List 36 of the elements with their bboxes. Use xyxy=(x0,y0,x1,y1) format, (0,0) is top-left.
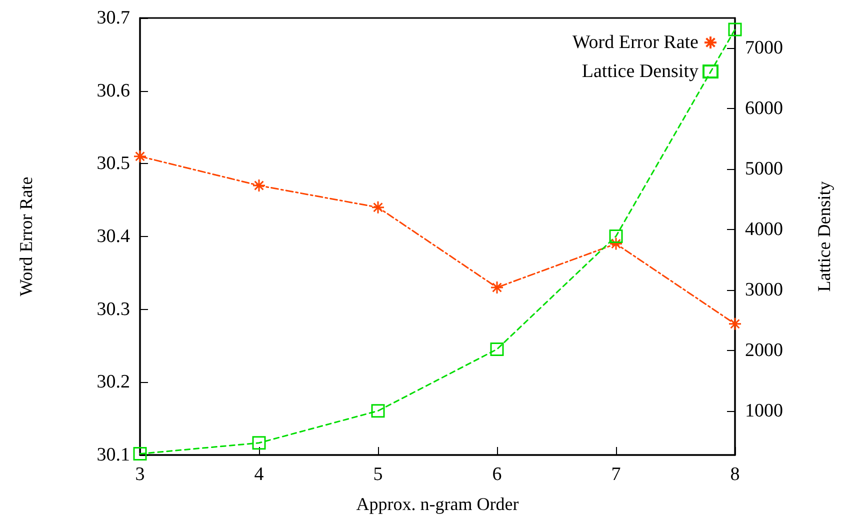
y-tick-label: 30.5 xyxy=(96,153,130,174)
y2-tick-label: 6000 xyxy=(745,98,783,120)
y-tick-label: 30.1 xyxy=(96,444,130,466)
y2-tick-label: 7000 xyxy=(745,38,783,59)
y2-tick-label: 1000 xyxy=(745,400,783,422)
point xyxy=(371,200,385,214)
x-tick-label: 8 xyxy=(730,464,740,485)
x-tick-label: 6 xyxy=(492,464,502,485)
point xyxy=(371,404,385,418)
y-tick-label: 30.6 xyxy=(96,80,130,102)
y2-tick-label: 3000 xyxy=(745,279,783,300)
y2-axis-title: Lattice Density xyxy=(814,181,834,292)
point xyxy=(609,237,623,251)
point xyxy=(490,342,504,356)
point xyxy=(252,178,266,192)
y2-tick-label: 5000 xyxy=(745,158,783,180)
y-tick-label: 30.2 xyxy=(96,372,130,393)
point xyxy=(609,229,623,243)
y2-tick-label: 4000 xyxy=(745,219,783,240)
x-axis-title: Approx. n-gram Order xyxy=(356,494,519,514)
y-tick-label: 30.4 xyxy=(96,226,130,247)
legend-label: Word Error Rate xyxy=(572,32,698,53)
point xyxy=(728,317,742,331)
x-tick-label: 3 xyxy=(135,464,145,485)
point xyxy=(490,280,504,294)
x-tick-label: 4 xyxy=(254,464,264,485)
y2-tick-label: 2000 xyxy=(745,340,783,361)
y-axis-title: Word Error Rate xyxy=(16,176,36,296)
point xyxy=(728,22,742,36)
x-tick-label: 5 xyxy=(373,464,383,485)
point xyxy=(133,150,147,164)
y-tick-label: 30.7 xyxy=(96,8,130,28)
y-tick-label: 30.3 xyxy=(96,298,130,320)
legend-label: Lattice Density xyxy=(582,61,699,82)
point xyxy=(252,436,266,450)
x-tick-label: 7 xyxy=(611,464,621,485)
